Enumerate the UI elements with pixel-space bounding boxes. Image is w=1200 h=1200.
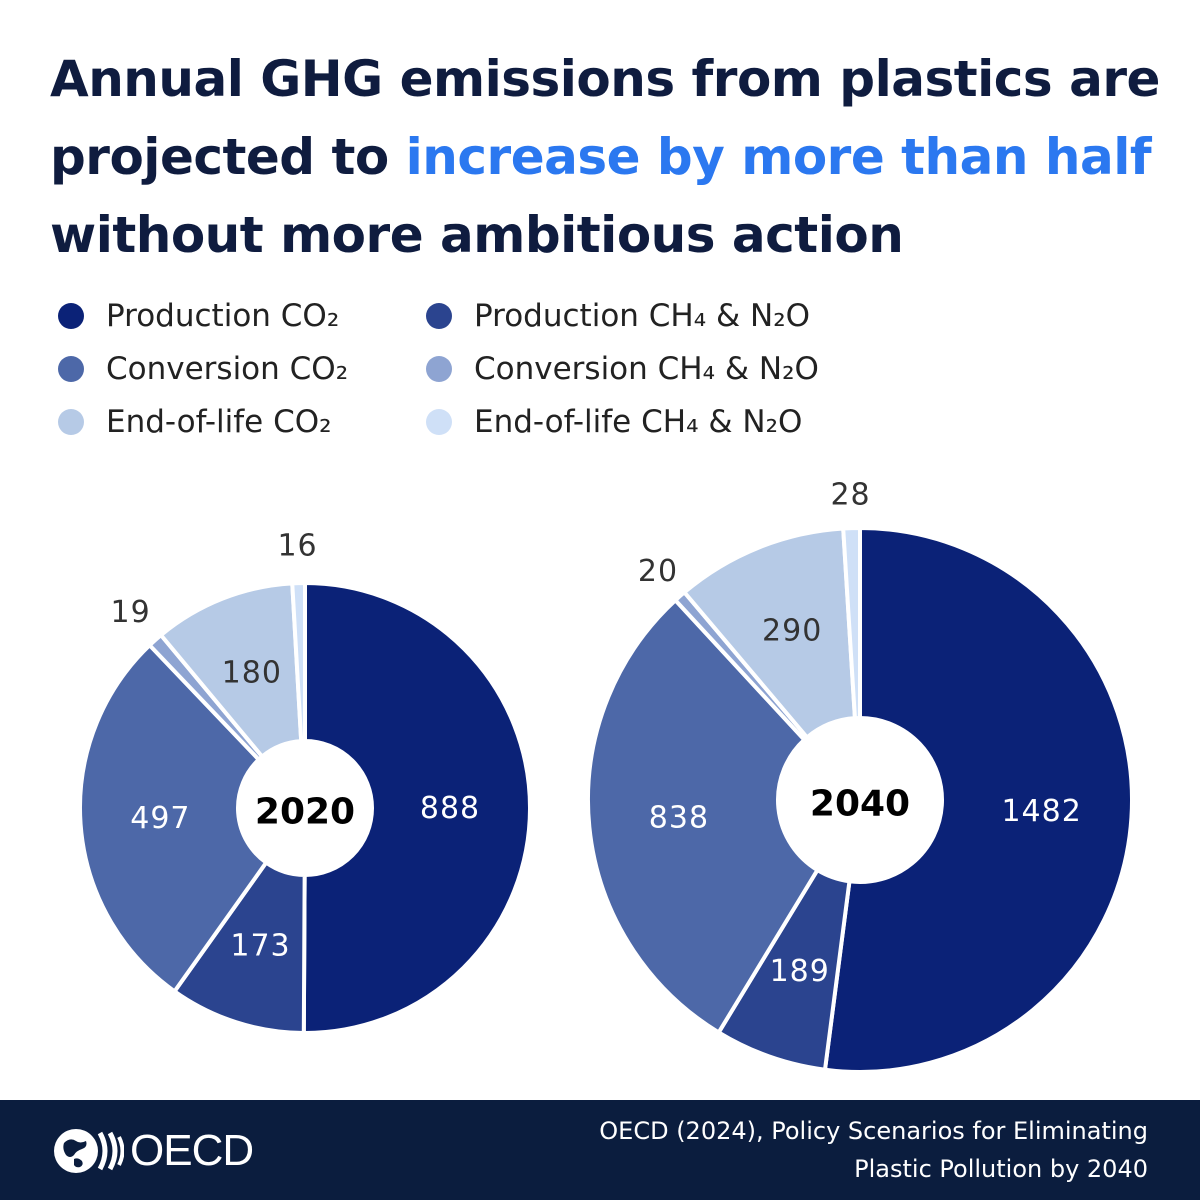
data-label-2020-conversion-ch-n-o: 19 [111,595,151,630]
donut-hole-2020 [238,741,372,875]
oecd-logo: OECD [52,1125,254,1177]
data-label-2040-conversion-co: 838 [649,801,709,836]
legend-item-end-of-life-co2: End-of-life CO₂ [58,398,332,446]
legend-swatch [426,409,452,435]
legend: Production CO₂ Production CH₄ & N₂O Conv… [58,292,958,442]
donut-hole-2040 [778,718,942,882]
source-citation: OECD (2024), Policy Scenarios for Elimin… [448,1112,1148,1188]
source-line-2: Plastic Pollution by 2040 [854,1155,1148,1183]
legend-label: Conversion CO₂ [106,351,349,387]
data-label-2040-conversion-ch-n-o: 20 [638,554,678,589]
data-label-2020-conversion-co: 497 [130,801,190,836]
legend-swatch [58,303,84,329]
data-label-2020-end-of-life-ch-n-o: 16 [277,529,317,564]
title-part-2: without more ambitious action [50,206,904,264]
legend-item-production-ch4-n2o: Production CH₄ & N₂O [426,292,810,340]
source-line-1: OECD (2024), Policy Scenarios for Elimin… [599,1117,1148,1145]
year-label-2020: 2020 [255,792,355,833]
oecd-globe-icon [54,1129,124,1173]
legend-swatch [426,303,452,329]
legend-item-production-co2: Production CO₂ [58,292,339,340]
legend-label: End-of-life CO₂ [106,404,332,440]
data-label-2040-production-co: 1482 [1001,794,1081,829]
data-label-2020-end-of-life-co: 180 [222,656,282,691]
chart-title: Annual GHG emissions from plastics are p… [50,40,1160,274]
legend-label: Production CO₂ [106,298,340,334]
legend-item-end-of-life-ch4-n2o: End-of-life CH₄ & N₂O [426,398,802,446]
data-label-2020-production-co: 888 [420,791,480,826]
title-highlight: increase by more than half [405,128,1152,186]
legend-label: Conversion CH₄ & N₂O [474,351,819,387]
data-label-2040-production-ch-n-o: 189 [770,954,830,989]
legend-swatch [426,356,452,382]
year-label-2040: 2040 [810,784,910,825]
legend-item-conversion-co2: Conversion CO₂ [58,345,348,393]
legend-label: End-of-life CH₄ & N₂O [474,404,803,440]
donut-2020: 888 173 497 19 180 16 2020 [78,529,532,1036]
data-label-2040-end-of-life-co: 290 [762,614,822,649]
footer: OECD OECD (2024), Policy Scenarios for E… [0,1100,1200,1200]
legend-label: Production CH₄ & N₂O [474,298,811,334]
donut-2040: 1482 189 838 20 290 28 2040 [586,478,1134,1074]
legend-swatch [58,409,84,435]
legend-swatch [58,356,84,382]
donut-charts: 888 173 497 19 180 16 2020 1482 189 838 20 290 28 204… [78,478,1134,1074]
oecd-wordmark: OECD [130,1126,254,1175]
legend-item-conversion-ch4-n2o: Conversion CH₄ & N₂O [426,345,819,393]
data-label-2040-end-of-life-ch-n-o: 28 [830,478,870,513]
title-part-1: Annual GHG emissions from plastics are p… [50,50,1160,186]
data-label-2020-production-ch-n-o: 173 [230,929,290,964]
